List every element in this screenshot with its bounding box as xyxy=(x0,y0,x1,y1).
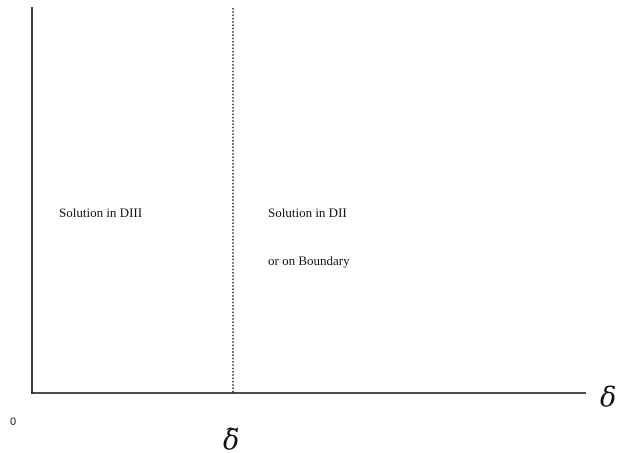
right-region-label-line2: or on Boundary xyxy=(268,253,350,268)
left-region-label: Solution in DIII xyxy=(59,205,142,220)
x-axis-symbol: δ xyxy=(600,382,616,413)
origin-label: 0 xyxy=(10,416,16,428)
right-region-label-line1: Solution in DII xyxy=(268,205,347,220)
threshold-symbol: δ xyxy=(223,425,239,453)
threshold-tilde: ~ xyxy=(225,418,240,439)
